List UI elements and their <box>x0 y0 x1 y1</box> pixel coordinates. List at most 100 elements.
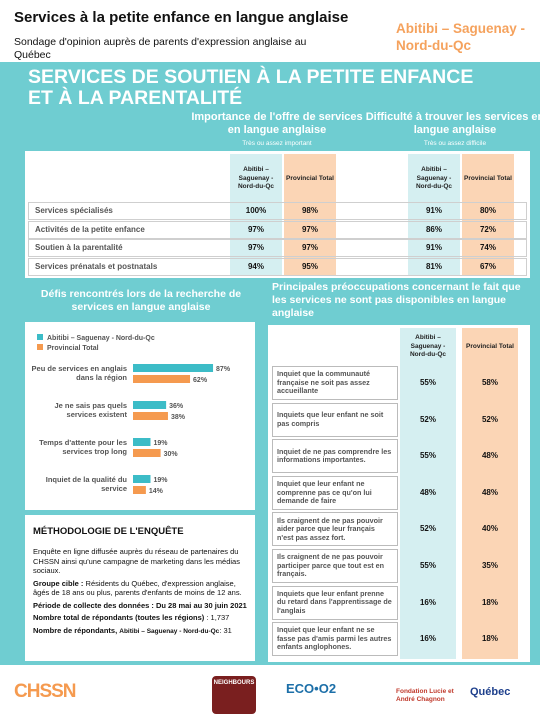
row-divider <box>28 239 527 257</box>
value-label: 87% <box>216 366 231 373</box>
legend-label: Abitibi – Saguenay - Nord-du-Qc <box>47 335 155 342</box>
methodology-item: Nombre total de répondants (toutes les r… <box>33 613 251 623</box>
value-label: 36% <box>169 403 184 410</box>
cell-value: 81% <box>425 261 442 271</box>
row-label: Activités de la petite enfance <box>35 224 145 234</box>
bar <box>133 438 151 446</box>
item-region: Abitibi – Saguenay - Nord-du-Qc <box>119 627 220 635</box>
column-header: Provincial Total <box>464 174 512 182</box>
value-label: 19% <box>153 440 168 447</box>
table2-title: Principales préoccupations concernant le… <box>272 281 521 319</box>
value-label: 62% <box>193 377 208 384</box>
row-divider <box>28 257 527 276</box>
cell-value: 48% <box>481 487 498 497</box>
chart-panel: Abitibi – Saguenay - Nord-du-Qc Provincia… <box>25 322 255 510</box>
item-text: Résidents du Québec, d'expression anglai… <box>33 578 242 598</box>
cell-value: 97% <box>301 224 318 234</box>
cell-value: 55% <box>419 378 436 387</box>
column-cell <box>462 328 518 659</box>
bar <box>133 401 167 409</box>
item-label: Période de collecte des données : Du 28 … <box>33 600 247 610</box>
row-label: Inquiets que leur enfant ne soit pas com… <box>272 402 398 437</box>
cell-value: 97% <box>247 224 264 234</box>
legend-swatch <box>37 334 43 340</box>
region-name: Abitibi – Saguenay - Nord-du-Qc <box>396 21 526 53</box>
category-label: Peu de services en anglais dans la régio… <box>31 364 127 382</box>
bar <box>133 475 151 483</box>
column-cell <box>408 154 460 275</box>
column-header: Abitibi – Saguenay - Nord-du-Qc <box>409 334 447 359</box>
cell-value: 91% <box>425 206 442 215</box>
legend-swatch <box>37 344 43 350</box>
item-label: Nombre total de répondants (toutes les r… <box>33 613 205 622</box>
cell-value: 67% <box>479 261 496 271</box>
group-title: Difficulté à trouver les services en lan… <box>365 111 540 136</box>
row-label: Ils craignent de ne pas pouvoir particip… <box>272 549 398 583</box>
logo: NEIGHBOURS <box>212 676 256 714</box>
page-subtitle: Sondage d'opinion auprès de parents d'ex… <box>14 36 307 61</box>
column-header: Provincial Total <box>466 342 514 350</box>
column-header: Provincial Total <box>286 174 334 182</box>
item-text: : 1,737 <box>204 613 230 622</box>
column-header: Abitibi – Saguenay - Nord-du-Qc <box>415 166 453 191</box>
value-label: 14% <box>149 488 164 495</box>
cell-value: 97% <box>301 243 318 252</box>
column-header: Abitibi – Saguenay - Nord-du-Qc <box>237 166 275 191</box>
cell-value: 80% <box>479 206 496 215</box>
banner-line: ET À LA PARENTALITÉ <box>28 87 243 109</box>
cell-value: 97% <box>247 243 264 252</box>
legend-label: Provincial Total <box>47 345 99 352</box>
methodology-intro: Enquête en ligne diffusée auprès du rése… <box>33 547 240 575</box>
category-label: Temps d'attente pour les services trop l… <box>39 438 127 456</box>
cell-value: 16% <box>419 634 436 644</box>
row-label: Services prénatals et postnatals <box>35 261 158 271</box>
methodology-item: Période de collecte des données : Du 28 … <box>33 601 251 611</box>
bar <box>133 375 191 383</box>
logo: Québec <box>470 686 511 698</box>
category-label: Inquiet de la qualité du service <box>45 475 127 493</box>
cell-value: 91% <box>425 243 442 252</box>
cell-value: 18% <box>481 597 498 607</box>
column-cell <box>462 154 514 275</box>
item-text: : 31 <box>219 625 232 635</box>
cell-value: 72% <box>479 224 496 234</box>
bar <box>133 364 214 372</box>
cell-value: 94% <box>247 261 264 271</box>
cell-value: 95% <box>301 261 318 271</box>
cell-value: 52% <box>419 414 436 424</box>
chart-title: Défis rencontrés lors de la recherche de… <box>40 288 242 313</box>
row-label: Soutien à la parentalité <box>35 243 123 252</box>
cell-value: 55% <box>419 451 436 461</box>
methodology-panel <box>25 515 255 661</box>
value-label: 19% <box>153 477 168 484</box>
row-label: Inquiet que la communauté française ne s… <box>272 366 398 400</box>
methodology-body: Enquête en ligne diffusée auprès du rése… <box>33 547 251 639</box>
row-divider <box>28 202 527 220</box>
bar <box>133 449 161 457</box>
cell-value: 74% <box>479 243 496 252</box>
cell-value: 18% <box>481 634 498 644</box>
cell-value: 100% <box>245 206 267 215</box>
cell-value: 52% <box>419 524 436 534</box>
logo: ECO•O2 <box>286 681 337 696</box>
item-label: Nombre de répondants, <box>33 625 120 635</box>
row-divider <box>28 220 527 239</box>
cell-value: 98% <box>301 206 318 215</box>
banner-line: SERVICES DE SOUTIEN À LA PETITE ENFANCE <box>28 66 474 88</box>
logo: Fondation Lucie et André Chagnon <box>396 688 454 703</box>
row-label: Inquiet que leur enfant ne comprenne pas… <box>272 475 398 510</box>
cell-value: 35% <box>481 561 498 570</box>
row-label: Ils craignent de ne pas pouvoir aider pa… <box>272 512 398 547</box>
cell-value: 40% <box>481 524 498 534</box>
cell-value: 86% <box>425 224 442 234</box>
bar <box>133 412 168 420</box>
row-label: Services spécialisés <box>35 206 113 215</box>
column-cell <box>230 154 282 275</box>
item-label: Groupe cible : <box>33 578 84 588</box>
cell-value: 48% <box>419 487 436 497</box>
methodology-heading: MÉTHODOLOGIE DE L'ENQUÊTE <box>33 526 184 537</box>
page-title: Services à la petite enfance en langue a… <box>14 9 349 26</box>
cell-value: 48% <box>481 451 498 461</box>
logo: CHSSN <box>14 681 77 702</box>
